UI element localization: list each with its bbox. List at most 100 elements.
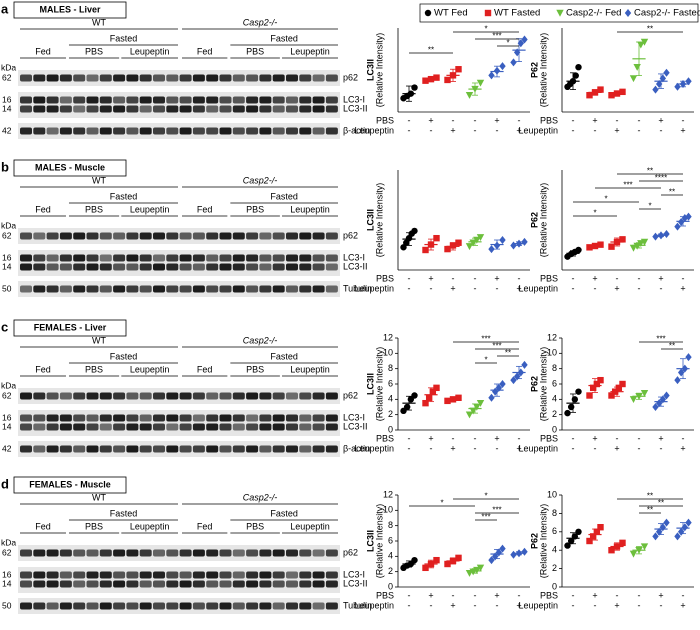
blot-band <box>20 127 32 135</box>
blot-strip <box>18 410 340 436</box>
treatment-mark: - <box>616 273 619 283</box>
treatment-mark: - <box>572 590 575 600</box>
blot-band <box>99 602 112 610</box>
blot-band <box>153 254 165 262</box>
data-point <box>455 239 462 246</box>
blot-band <box>20 96 32 104</box>
data-point <box>619 539 626 547</box>
blot-band <box>192 445 205 453</box>
data-point <box>663 68 670 77</box>
blot-band <box>206 105 219 113</box>
data-point <box>411 84 418 91</box>
treatment-label: Leupeptin <box>354 125 394 135</box>
treatment-mark: + <box>494 433 499 443</box>
blot-band <box>73 232 86 240</box>
blot-band <box>126 549 139 557</box>
sig-label: * <box>484 492 487 501</box>
blot-band <box>246 74 259 82</box>
blot-band <box>166 602 179 610</box>
blot-band <box>166 74 179 82</box>
data-point <box>499 236 506 244</box>
treatment-mark: + <box>494 115 499 125</box>
blot-band <box>206 580 219 588</box>
data-point <box>593 380 601 388</box>
blot-band <box>113 414 126 422</box>
blot-band <box>232 232 245 240</box>
treatment-mark: - <box>518 115 521 125</box>
y-tick-label: 10 <box>547 489 557 499</box>
panel-title: MALES - Muscle <box>35 162 105 172</box>
band-label: p62 <box>343 390 358 400</box>
blot-band <box>219 232 232 240</box>
sig-label: *** <box>492 506 501 515</box>
blot-band <box>86 580 99 588</box>
blot-band <box>166 571 179 579</box>
treatment-mark: - <box>638 600 641 610</box>
blot-band <box>73 263 86 271</box>
y-tick-label: 6 <box>388 535 393 545</box>
data-point <box>403 403 411 411</box>
data-point <box>572 72 579 79</box>
treatment-mark: - <box>572 115 575 125</box>
panel-letter: d <box>1 476 9 491</box>
treatment-mark: - <box>594 283 597 293</box>
band-label: β-actin <box>343 125 370 135</box>
data-point <box>652 532 659 541</box>
sig-label: ** <box>647 167 653 176</box>
data-point <box>567 403 575 411</box>
treatment-mark: - <box>474 600 477 610</box>
treatment-mark: + <box>592 273 597 283</box>
blot-band <box>272 445 285 453</box>
band-label: LC3-I <box>343 412 365 422</box>
blot-band <box>153 96 165 104</box>
treatment-mark: - <box>660 600 663 610</box>
blot-band <box>179 414 192 422</box>
blot-band <box>286 232 298 240</box>
blot-band <box>179 105 192 113</box>
y-title: LC3II <box>365 530 375 552</box>
blot-band <box>259 127 272 135</box>
blot-band <box>286 105 298 113</box>
y-tick-label: 8 <box>552 363 557 373</box>
blot-band <box>286 445 298 453</box>
blot-band <box>219 571 232 579</box>
blot-band <box>286 74 298 82</box>
blot-band <box>33 423 46 431</box>
blot-band <box>259 392 272 400</box>
data-point <box>465 92 474 99</box>
mw-label: 50 <box>2 600 12 610</box>
blot-band <box>272 392 285 400</box>
data-point <box>629 550 638 558</box>
data-point <box>499 544 506 553</box>
data-point <box>640 390 649 397</box>
treatment-label: PBS <box>376 433 394 443</box>
legend-label: Casp2-/- Fed <box>566 8 621 19</box>
blot-band <box>113 285 126 293</box>
blot-band <box>312 580 325 588</box>
y-tick-label: 10 <box>383 348 393 358</box>
treatment-mark: + <box>614 443 619 453</box>
treatment-mark: + <box>516 600 521 610</box>
data-point <box>633 64 641 71</box>
mw-label: 14 <box>2 421 12 431</box>
data-point <box>521 547 528 556</box>
blot-band <box>73 580 86 588</box>
treatment-mark: + <box>680 600 685 610</box>
blot-band <box>153 285 165 293</box>
blot-band <box>286 263 298 271</box>
kda-label: kDa <box>1 537 16 547</box>
blot-band <box>59 445 72 453</box>
panel-letter: b <box>1 159 9 174</box>
treatment-mark: - <box>616 590 619 600</box>
y-tick-label: 2 <box>552 409 557 419</box>
treatment-mark: + <box>516 283 521 293</box>
data-point <box>685 353 692 362</box>
blot-band <box>99 127 112 135</box>
blot-band <box>179 263 192 271</box>
treatment-mark: - <box>572 600 575 610</box>
blot-band <box>139 254 152 262</box>
legend-marker <box>556 9 564 17</box>
blot-band <box>59 549 72 557</box>
blot-band <box>232 549 245 557</box>
blot-band <box>33 127 46 135</box>
